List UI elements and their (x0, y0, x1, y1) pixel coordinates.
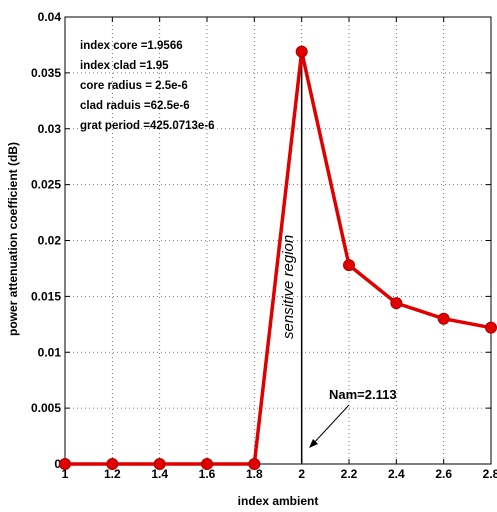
sensitive-region-label: sensitive region (280, 235, 297, 339)
x-tick-label: 2.8 (483, 467, 497, 481)
data-point (485, 321, 497, 334)
series-points (59, 45, 497, 470)
y-tick-label: 0.02 (38, 234, 62, 248)
x-tick-label: 1.6 (199, 467, 216, 481)
nam-arrow-shaft (311, 404, 350, 446)
x-axis-ticks: 1 1.2 1.4 1.6 1.8 2 2.2 2.4 2.6 2.8 (62, 17, 497, 481)
x-tick-label: 2 (298, 467, 305, 481)
y-tick-label: 0.035 (31, 66, 61, 80)
param-line: index clad =1.95 (80, 60, 169, 72)
y-axis-ticks: 0 0.005 0.01 0.015 0.02 0.025 0.03 0.035 0.04 (31, 10, 491, 471)
x-tick-label: 1.8 (246, 467, 263, 481)
y-tick-label: 0.015 (31, 289, 61, 303)
x-axis-label: index ambient (238, 494, 319, 508)
param-line: core radius = 2.5e-6 (80, 80, 188, 92)
y-tick-label: 0.03 (38, 122, 62, 136)
param-line: grat period =425.0713e-6 (80, 120, 215, 132)
data-point (59, 458, 71, 470)
x-tick-label: 2.6 (435, 467, 452, 481)
y-tick-label: 0.005 (31, 401, 61, 415)
y-tick-label: 0.025 (31, 178, 61, 192)
x-tick-label: 2.4 (388, 467, 405, 481)
nam-label: Nam=2.113 (329, 387, 397, 402)
x-tick-label: 1 (62, 467, 69, 481)
data-point (437, 312, 450, 325)
parameter-text-block: index core =1.9566 index clad =1.95 core… (80, 40, 215, 132)
y-axis-label: power attenuation coefficient (dB) (6, 142, 20, 336)
param-line: clad raduis =62.5e-6 (80, 100, 190, 112)
y-tick-label: 0.01 (38, 345, 62, 359)
data-point (390, 297, 403, 310)
series-line (65, 49, 492, 466)
y-tick-label: 0.04 (38, 10, 62, 24)
data-point (248, 458, 261, 470)
data-point (201, 458, 213, 470)
nam-arrow-head (309, 439, 318, 448)
y-tick-label: 0 (54, 457, 61, 471)
x-tick-label: 1.2 (104, 467, 121, 481)
param-line: index core =1.9566 (80, 40, 183, 52)
x-tick-label: 1.4 (151, 467, 168, 481)
data-point (295, 45, 308, 58)
data-point (106, 458, 119, 470)
x-tick-label: 2.2 (341, 467, 358, 481)
data-point (153, 458, 166, 470)
data-point (343, 259, 355, 272)
